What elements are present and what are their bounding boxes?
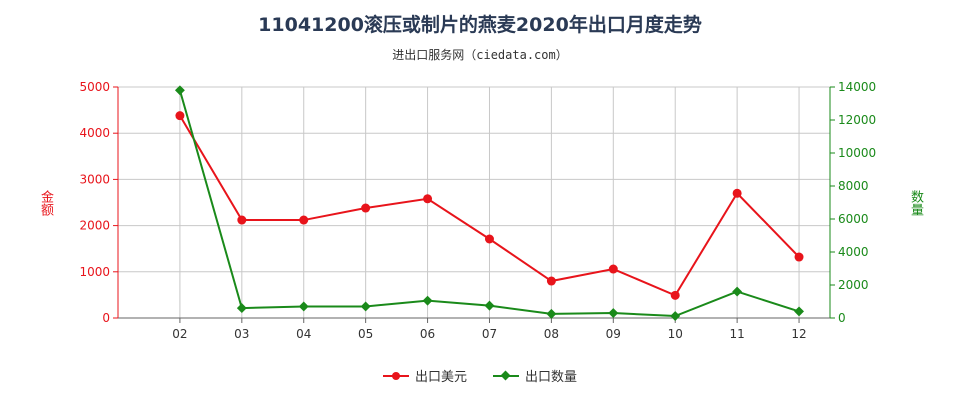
left-tick-label: 4000	[79, 126, 110, 140]
qty-point	[670, 311, 681, 321]
chart-subtitle: 进出口服务网（ciedata.com）	[392, 48, 568, 62]
right-tick-label: 4000	[838, 245, 869, 259]
qty-point	[298, 301, 309, 312]
legend-label-qty: 出口数量	[525, 370, 578, 385]
left-tick-label: 5000	[79, 80, 110, 94]
left-tick-label: 3000	[79, 172, 110, 186]
qty-point	[546, 308, 557, 319]
legend-marker-qty	[493, 370, 519, 382]
left-axis-label: 金额	[38, 190, 53, 216]
usd-point	[361, 203, 371, 213]
usd-point	[237, 215, 247, 225]
right-tick-label: 10000	[838, 146, 876, 160]
right-tick-label: 14000	[838, 80, 876, 94]
x-tick-label: 09	[606, 327, 621, 341]
right-axis-label: 数量	[908, 190, 923, 216]
qty-point	[732, 286, 743, 297]
qty-point	[174, 85, 185, 96]
left-tick-label: 0	[102, 311, 110, 325]
usd-point	[299, 215, 309, 225]
usd-point	[670, 290, 680, 300]
usd-point	[423, 194, 433, 204]
legend-item-qty[interactable]: 出口数量	[493, 366, 577, 385]
right-tick-label: 2000	[838, 278, 869, 292]
x-tick-label: 07	[482, 327, 497, 341]
x-tick-label: 04	[296, 327, 311, 341]
usd-point	[484, 234, 494, 244]
usd-point	[732, 188, 742, 198]
x-tick-label: 12	[791, 327, 806, 341]
left-tick-label: 1000	[79, 265, 110, 279]
qty-point	[360, 301, 371, 312]
x-tick-label: 11	[729, 327, 744, 341]
legend-label-usd: 出口美元	[414, 370, 467, 385]
right-tick-label: 12000	[838, 113, 876, 127]
x-tick-label: 05	[358, 327, 373, 341]
x-tick-label: 08	[544, 327, 559, 341]
qty-point	[794, 306, 804, 317]
usd-point	[546, 276, 556, 286]
legend-item-usd[interactable]: 出口美元	[382, 366, 467, 385]
qty-point	[608, 308, 619, 318]
usd-point	[608, 264, 618, 274]
right-tick-label: 0	[838, 311, 846, 325]
right-tick-label: 6000	[838, 212, 869, 226]
x-tick-label: 10	[668, 327, 683, 341]
usd-point	[794, 252, 804, 262]
legend-marker-usd	[382, 370, 409, 382]
qty-point	[236, 303, 247, 314]
chart-title: 11041200滚压或制片的燕麦2020年出口月度走势	[258, 14, 702, 36]
usd-point	[175, 111, 185, 121]
x-tick-label: 02	[172, 327, 187, 341]
legend: 出口美元 出口数量	[0, 366, 960, 385]
left-tick-label: 2000	[79, 219, 110, 233]
right-tick-label: 8000	[838, 179, 869, 193]
qty-point	[422, 295, 433, 306]
x-tick-label: 03	[234, 327, 249, 341]
x-tick-label: 06	[420, 327, 435, 341]
qty-point	[484, 300, 495, 311]
